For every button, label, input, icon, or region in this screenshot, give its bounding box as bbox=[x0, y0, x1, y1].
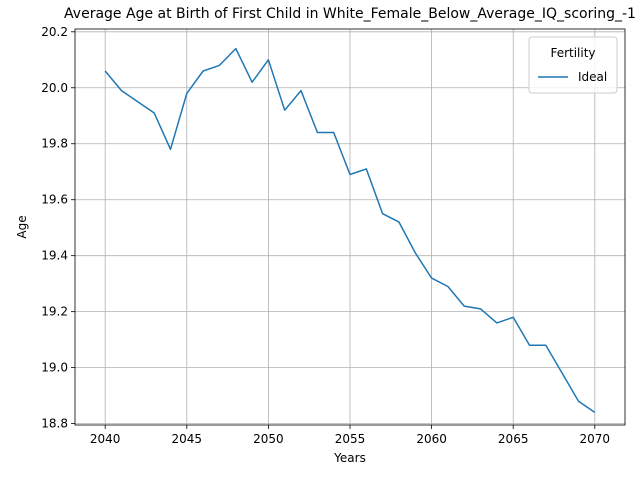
x-tick-label: 2060 bbox=[416, 432, 447, 446]
x-tick-label: 2055 bbox=[335, 432, 366, 446]
x-axis-ticks: 2040 2045 2050 2055 2060 2065 2070 bbox=[90, 425, 610, 446]
x-tick-label: 2040 bbox=[90, 432, 121, 446]
y-tick-label: 19.6 bbox=[41, 193, 68, 207]
series-layer bbox=[104, 47, 596, 414]
y-tick-label: 18.8 bbox=[41, 417, 68, 431]
x-tick-label: 2045 bbox=[172, 432, 203, 446]
x-tick-label: 2070 bbox=[580, 432, 611, 446]
y-tick-label: 20.0 bbox=[41, 81, 68, 95]
legend-box bbox=[528, 36, 618, 94]
series-line-ideal bbox=[104, 47, 596, 414]
y-tick-label: 19.2 bbox=[41, 305, 68, 319]
x-tick-label: 2065 bbox=[498, 432, 529, 446]
legend-title: Fertility bbox=[550, 46, 595, 60]
y-tick-label: 19.8 bbox=[41, 137, 68, 151]
x-tick-label: 2050 bbox=[253, 432, 284, 446]
chart-title: Average Age at Birth of First Child in W… bbox=[64, 6, 636, 22]
y-tick-label: 19.0 bbox=[41, 361, 68, 375]
y-tick-label: 20.2 bbox=[41, 25, 68, 39]
y-axis-ticks: 18.8 19.0 19.2 19.4 19.6 19.8 20.0 20.2 bbox=[41, 25, 75, 431]
legend: Fertility Ideal bbox=[528, 36, 618, 94]
y-tick-label: 19.4 bbox=[41, 249, 68, 263]
legend-label-ideal: Ideal bbox=[578, 70, 607, 84]
x-axis-label: Years bbox=[333, 451, 366, 465]
y-axis-label: Age bbox=[15, 215, 29, 238]
